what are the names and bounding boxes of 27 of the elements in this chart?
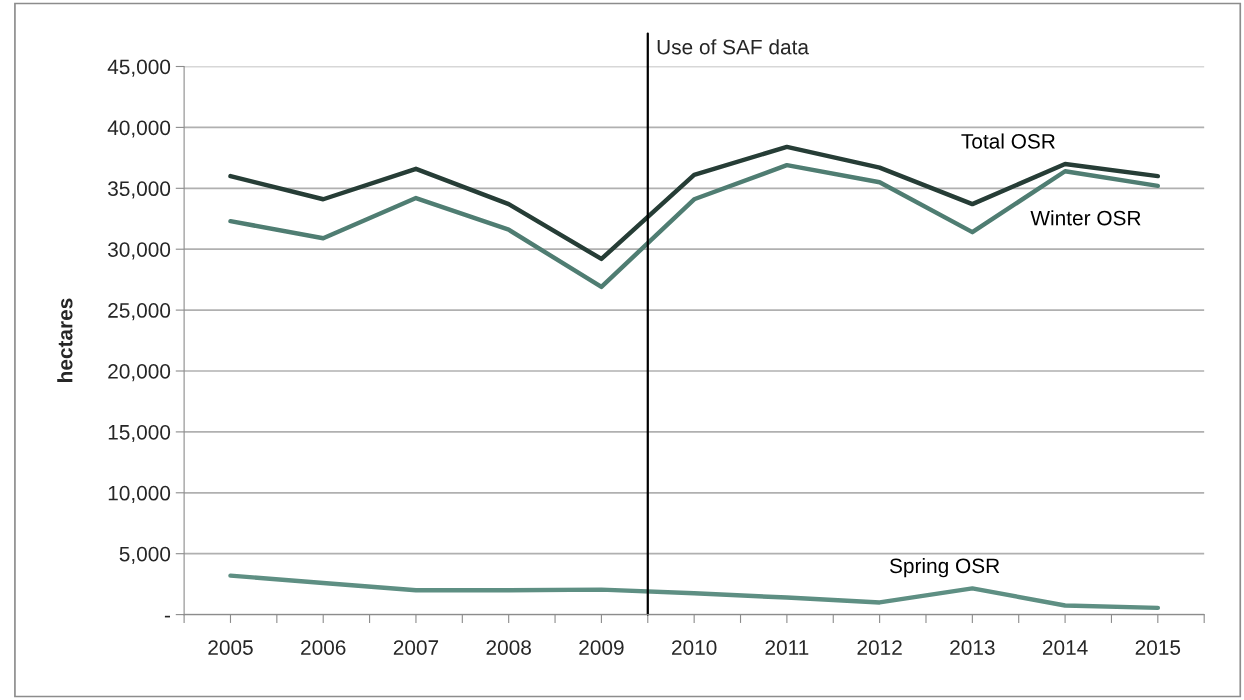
y-tick-label: 20,000: [108, 364, 171, 382]
x-tick-label: 2014: [1042, 640, 1088, 655]
x-tick-label: 2007: [393, 640, 439, 655]
ref-line-label: Use of SAF data: [657, 39, 809, 55]
x-tick-label: 2005: [208, 640, 253, 655]
y-tick-label: 30,000: [108, 242, 171, 260]
y-tick-label: 25,000: [108, 303, 171, 321]
y-tick-label: 10,000: [108, 485, 171, 504]
y-tick-label: -: [164, 615, 170, 618]
y-axis-title: hectares: [57, 298, 73, 382]
line-series: [228, 162, 1161, 290]
x-tick-label: 2008: [486, 640, 531, 655]
series-label: Total OSR: [961, 133, 1055, 149]
series-label: Spring OSR: [889, 557, 1000, 578]
x-tick-label: 2015: [1135, 640, 1181, 655]
x-tick-label: 2009: [579, 640, 624, 655]
x-tick-label: 2012: [857, 640, 902, 655]
x-tick-label: 2013: [950, 640, 995, 655]
y-tick-label: 15,000: [108, 424, 171, 443]
x-tick-label: 2011: [765, 640, 809, 655]
y-tick-label: 35,000: [108, 181, 171, 199]
y-tick-label: 40,000: [107, 120, 171, 138]
x-tick-label: 2006: [301, 640, 346, 655]
y-tick-label: 5,000: [119, 546, 171, 564]
x-tick-label: 2010: [672, 640, 717, 655]
series-label: Winter OSR: [1030, 210, 1141, 226]
y-tick-label: 45,000: [107, 59, 171, 77]
